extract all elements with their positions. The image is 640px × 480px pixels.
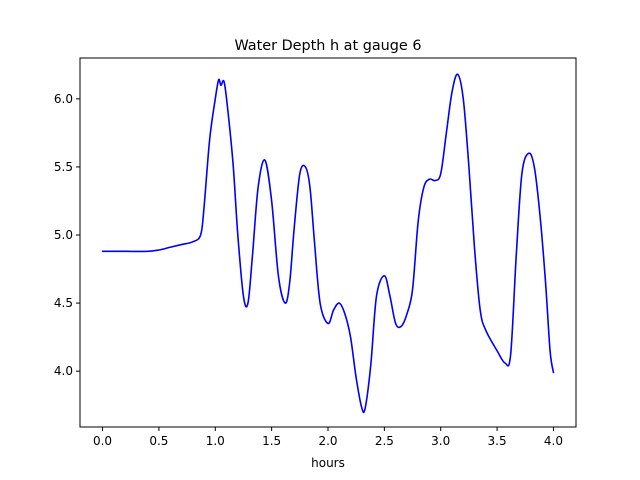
x-tick-label: 0.5 — [149, 434, 168, 448]
series-line — [101, 73, 555, 414]
y-tick-label: 6.0 — [54, 92, 73, 106]
plot-frame — [79, 57, 577, 428]
y-tick-label: 5.5 — [54, 160, 73, 174]
x-tick-label: 2.0 — [318, 434, 337, 448]
x-tick-label: 2.5 — [375, 434, 394, 448]
chart-title: Water Depth h at gauge 6 — [234, 38, 421, 54]
x-axis-label: hours — [311, 456, 345, 470]
x-tick-label: 0.0 — [93, 434, 112, 448]
y-tick-label: 5.0 — [54, 228, 73, 242]
y-tick-label: 4.5 — [54, 296, 73, 310]
x-tick-label: 1.0 — [206, 434, 225, 448]
ticks-group: 0.0 0.5 1.0 1.5 2.0 2.5 3.0 3.5 4.0 4.0 4.5 5.0 5.5 6… — [54, 92, 563, 448]
x-tick-label: 3.0 — [431, 434, 450, 448]
x-tick-label: 1.5 — [262, 434, 281, 448]
x-tick-label: 3.5 — [488, 434, 507, 448]
x-tick-label: 4.0 — [544, 434, 563, 448]
y-tick-label: 4.0 — [54, 364, 73, 378]
